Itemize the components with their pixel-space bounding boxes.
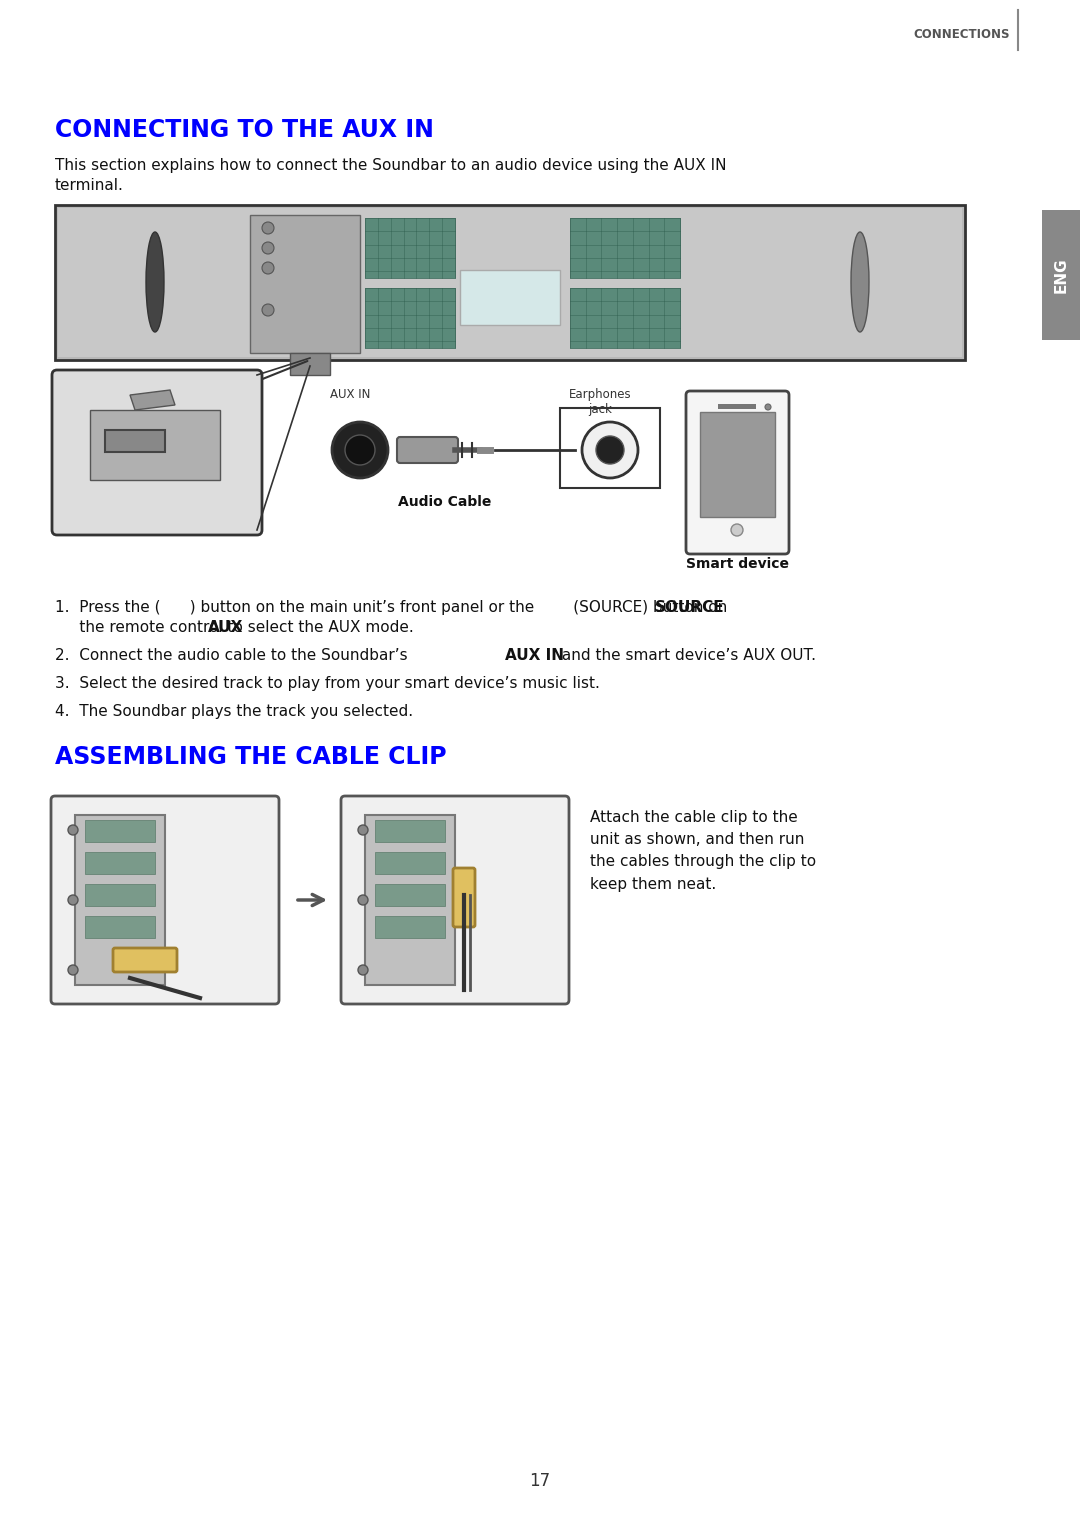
FancyBboxPatch shape bbox=[375, 852, 445, 873]
Circle shape bbox=[357, 965, 368, 976]
Circle shape bbox=[332, 421, 388, 478]
Text: and the smart device’s AUX OUT.: and the smart device’s AUX OUT. bbox=[557, 647, 816, 663]
Text: 1.  Press the (      ) button on the main unit’s front panel or the        (SOUR: 1. Press the ( ) button on the main unit… bbox=[55, 600, 727, 615]
FancyBboxPatch shape bbox=[375, 820, 445, 841]
FancyBboxPatch shape bbox=[291, 353, 330, 376]
Text: Smart device: Smart device bbox=[686, 557, 788, 571]
Text: terminal.: terminal. bbox=[55, 179, 124, 192]
Text: Attach the cable clip to the
unit as shown, and then run
the cables through the : Attach the cable clip to the unit as sho… bbox=[590, 809, 816, 892]
Circle shape bbox=[68, 825, 78, 835]
FancyBboxPatch shape bbox=[1042, 211, 1080, 341]
Text: AUX: AUX bbox=[208, 620, 243, 635]
Text: CONNECTING TO THE AUX IN: CONNECTING TO THE AUX IN bbox=[55, 118, 434, 142]
Text: AUX IN: AUX IN bbox=[330, 388, 370, 402]
Text: Audio Cable: Audio Cable bbox=[399, 495, 491, 508]
Circle shape bbox=[357, 895, 368, 906]
FancyBboxPatch shape bbox=[51, 796, 279, 1003]
Circle shape bbox=[596, 437, 624, 464]
FancyBboxPatch shape bbox=[85, 884, 156, 906]
Text: 3.  Select the desired track to play from your smart device’s music list.: 3. Select the desired track to play from… bbox=[55, 676, 599, 692]
Circle shape bbox=[262, 241, 274, 253]
Circle shape bbox=[68, 895, 78, 906]
Text: ASSEMBLING THE CABLE CLIP: ASSEMBLING THE CABLE CLIP bbox=[55, 745, 447, 770]
Text: 4.  The Soundbar plays the track you selected.: 4. The Soundbar plays the track you sele… bbox=[55, 704, 414, 719]
FancyBboxPatch shape bbox=[686, 391, 789, 554]
FancyBboxPatch shape bbox=[90, 411, 220, 479]
Circle shape bbox=[731, 524, 743, 536]
FancyBboxPatch shape bbox=[52, 370, 262, 534]
Text: the remote control to select the ​AUX​ mode.: the remote control to select the ​AUX​ m… bbox=[55, 620, 414, 635]
Circle shape bbox=[765, 405, 771, 411]
FancyBboxPatch shape bbox=[55, 205, 966, 360]
FancyBboxPatch shape bbox=[718, 405, 756, 409]
Text: 17: 17 bbox=[529, 1472, 551, 1490]
FancyBboxPatch shape bbox=[700, 412, 775, 518]
FancyBboxPatch shape bbox=[249, 215, 360, 353]
Text: This section explains how to connect the Soundbar to an audio device using the A: This section explains how to connect the… bbox=[55, 157, 727, 173]
FancyBboxPatch shape bbox=[85, 820, 156, 841]
Circle shape bbox=[357, 825, 368, 835]
Circle shape bbox=[262, 221, 274, 234]
Text: AUX IN: AUX IN bbox=[505, 647, 564, 663]
FancyBboxPatch shape bbox=[105, 431, 165, 452]
Circle shape bbox=[262, 304, 274, 316]
Ellipse shape bbox=[146, 232, 164, 331]
Text: SOURCE: SOURCE bbox=[654, 600, 725, 615]
FancyBboxPatch shape bbox=[375, 884, 445, 906]
FancyBboxPatch shape bbox=[570, 289, 680, 348]
Circle shape bbox=[345, 435, 375, 466]
Text: 2.  Connect the audio cable to the Soundbar’s: 2. Connect the audio cable to the Soundb… bbox=[55, 647, 413, 663]
FancyBboxPatch shape bbox=[58, 208, 962, 357]
FancyBboxPatch shape bbox=[85, 852, 156, 873]
Ellipse shape bbox=[851, 232, 869, 331]
FancyBboxPatch shape bbox=[75, 815, 165, 985]
FancyBboxPatch shape bbox=[375, 916, 445, 938]
FancyBboxPatch shape bbox=[460, 270, 561, 325]
Text: ENG: ENG bbox=[1053, 257, 1068, 293]
FancyBboxPatch shape bbox=[453, 867, 475, 927]
Circle shape bbox=[262, 263, 274, 273]
Text: Earphones
jack: Earphones jack bbox=[569, 388, 632, 415]
FancyBboxPatch shape bbox=[365, 289, 455, 348]
Polygon shape bbox=[130, 389, 175, 411]
FancyBboxPatch shape bbox=[341, 796, 569, 1003]
FancyBboxPatch shape bbox=[365, 218, 455, 278]
FancyBboxPatch shape bbox=[365, 815, 455, 985]
Text: CONNECTIONS: CONNECTIONS bbox=[914, 27, 1010, 41]
FancyBboxPatch shape bbox=[85, 916, 156, 938]
FancyBboxPatch shape bbox=[570, 218, 680, 278]
Circle shape bbox=[68, 965, 78, 976]
FancyBboxPatch shape bbox=[397, 437, 458, 463]
Circle shape bbox=[582, 421, 638, 478]
FancyBboxPatch shape bbox=[113, 948, 177, 973]
